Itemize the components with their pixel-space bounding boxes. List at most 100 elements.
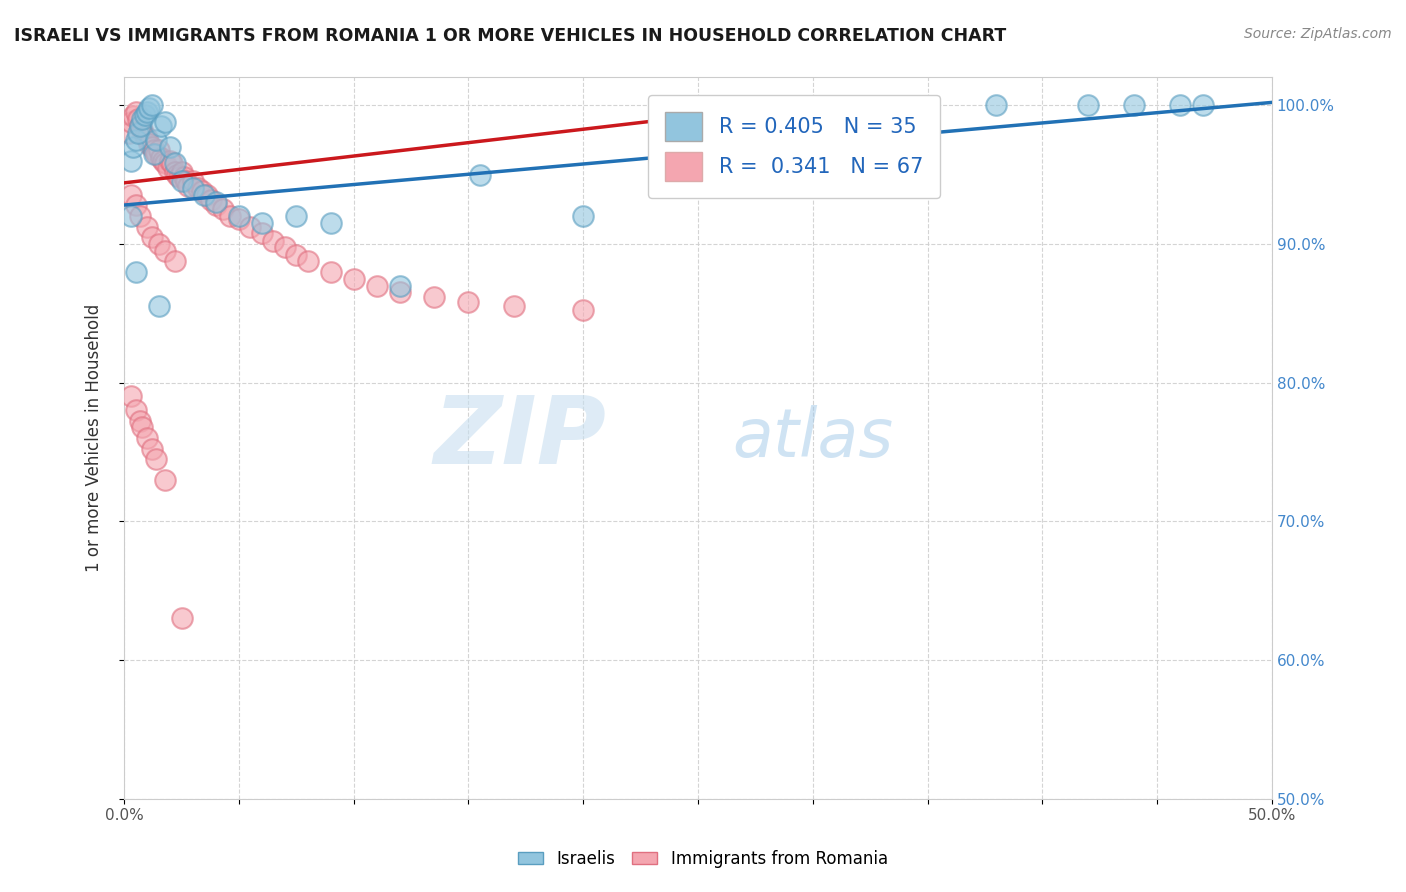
Point xyxy=(187,181,209,195)
Point xyxy=(155,115,177,129)
Point xyxy=(572,209,595,223)
Point xyxy=(163,253,186,268)
Point xyxy=(120,389,142,403)
Point xyxy=(159,140,181,154)
Point xyxy=(1192,98,1215,112)
Point xyxy=(148,236,170,251)
Point xyxy=(250,226,273,240)
Point xyxy=(152,153,174,168)
Point xyxy=(262,234,284,248)
Point xyxy=(155,473,177,487)
Point xyxy=(343,271,366,285)
Point xyxy=(118,126,141,140)
Text: atlas: atlas xyxy=(733,405,893,471)
Point xyxy=(138,136,160,151)
Point xyxy=(250,216,273,230)
Point xyxy=(131,112,153,126)
Point xyxy=(145,451,167,466)
Point xyxy=(129,414,152,428)
Point xyxy=(129,119,152,133)
Point xyxy=(134,108,156,122)
Point xyxy=(388,278,411,293)
Point xyxy=(228,209,250,223)
Point xyxy=(319,265,342,279)
Point xyxy=(148,299,170,313)
Point xyxy=(1168,98,1191,112)
Point xyxy=(163,165,186,179)
Point xyxy=(193,188,215,202)
Point xyxy=(167,170,190,185)
Point xyxy=(127,112,149,126)
Point xyxy=(124,133,146,147)
Point xyxy=(205,198,228,212)
Point xyxy=(195,188,218,202)
Legend: R = 0.405   N = 35, R =  0.341   N = 67: R = 0.405 N = 35, R = 0.341 N = 67 xyxy=(648,95,941,198)
Point xyxy=(163,156,186,170)
Point xyxy=(297,253,319,268)
Point xyxy=(155,156,177,170)
Point xyxy=(181,174,204,188)
Point xyxy=(155,244,177,258)
Point xyxy=(457,295,479,310)
Point xyxy=(138,101,160,115)
Point xyxy=(170,165,193,179)
Point xyxy=(127,126,149,140)
Point xyxy=(149,151,172,165)
Point xyxy=(120,209,142,223)
Point xyxy=(1123,98,1146,112)
Point xyxy=(572,303,595,318)
Point xyxy=(205,195,228,210)
Point xyxy=(181,181,204,195)
Point xyxy=(366,278,388,293)
Point xyxy=(174,174,197,188)
Point xyxy=(145,133,167,147)
Point xyxy=(166,168,188,182)
Point xyxy=(136,105,159,120)
Point xyxy=(423,290,446,304)
Point xyxy=(170,611,193,625)
Point xyxy=(129,119,152,133)
Point xyxy=(145,146,167,161)
Point xyxy=(141,230,163,244)
Point xyxy=(239,220,262,235)
Point xyxy=(122,109,145,123)
Point xyxy=(388,285,411,300)
Point xyxy=(134,128,156,143)
Point xyxy=(120,153,142,168)
Point xyxy=(122,140,145,154)
Point xyxy=(136,431,159,445)
Point xyxy=(200,193,222,207)
Point xyxy=(191,184,214,198)
Point xyxy=(149,119,172,133)
Point xyxy=(468,168,491,182)
Point xyxy=(141,442,163,457)
Point xyxy=(173,170,195,185)
Point xyxy=(503,299,526,313)
Point xyxy=(156,161,179,175)
Point xyxy=(143,143,166,157)
Point xyxy=(211,202,233,217)
Point xyxy=(285,248,308,262)
Point xyxy=(129,209,152,223)
Point xyxy=(124,265,146,279)
Point xyxy=(177,178,200,193)
Point xyxy=(120,188,142,202)
Y-axis label: 1 or more Vehicles in Household: 1 or more Vehicles in Household xyxy=(86,304,103,573)
Point xyxy=(285,209,308,223)
Point xyxy=(131,123,153,137)
Point xyxy=(986,98,1008,112)
Point xyxy=(136,131,159,145)
Point xyxy=(1077,98,1099,112)
Legend: Israelis, Immigrants from Romania: Israelis, Immigrants from Romania xyxy=(512,844,894,875)
Text: Source: ZipAtlas.com: Source: ZipAtlas.com xyxy=(1244,27,1392,41)
Point xyxy=(159,153,181,168)
Point xyxy=(162,156,184,170)
Point xyxy=(120,115,142,129)
Point xyxy=(148,143,170,157)
Point xyxy=(124,198,146,212)
Point xyxy=(228,211,250,226)
Point xyxy=(141,98,163,112)
Point xyxy=(136,220,159,235)
Point xyxy=(141,140,163,154)
Point xyxy=(319,216,342,230)
